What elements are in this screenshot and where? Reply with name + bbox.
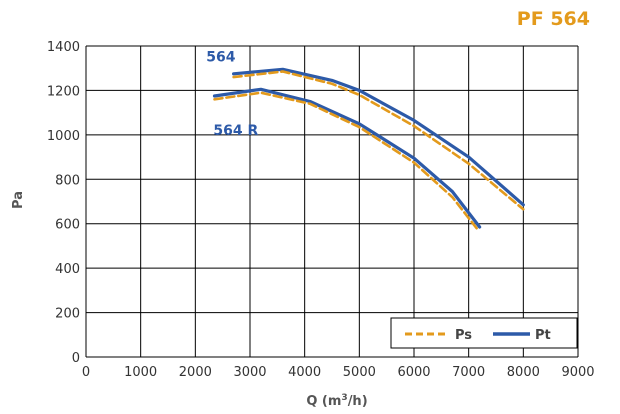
x-axis-title-sup: 3	[341, 393, 347, 403]
x-tick-label: 4000	[288, 365, 321, 380]
x-axis-title-prefix: Q (m	[306, 394, 341, 409]
x-tick-label: 2000	[179, 365, 212, 380]
series-pt-564r-line	[212, 87, 482, 229]
series-ps-564-line	[232, 70, 525, 211]
x-tick-label: 6000	[397, 365, 430, 380]
series-ps-564r-line	[213, 91, 479, 230]
x-tick-label: 1000	[124, 365, 157, 380]
y-tick-label: 800	[55, 173, 80, 188]
x-axis-title: Q (m3/h)	[306, 393, 367, 409]
y-tick-label: 200	[55, 307, 80, 322]
series-lines	[212, 67, 525, 230]
x-tick-label: 9000	[561, 365, 594, 380]
brand-title: PF 564	[517, 8, 590, 30]
model-label-564r: 564 R	[213, 123, 258, 139]
tick-labels: 0 1000 2000 3000 4000 5000 6000 7000 8000 9000 0 20…	[47, 40, 595, 380]
brand-number: 564	[550, 8, 590, 30]
y-axis-title: Pa	[11, 191, 26, 209]
legend: Ps Pt	[390, 317, 578, 349]
y-tick-label: 600	[55, 218, 80, 233]
y-tick-label: 1400	[47, 40, 80, 55]
x-tick-label: 7000	[452, 365, 485, 380]
y-tick-label: 1200	[47, 84, 80, 99]
brand-prefix: PF	[516, 8, 544, 30]
legend-ps-label: Ps	[455, 328, 472, 343]
y-tick-label: 0	[72, 351, 80, 366]
x-tick-label: 0	[82, 365, 90, 380]
grid	[85, 45, 579, 358]
series-pt-564-line	[232, 67, 525, 207]
x-tick-label: 3000	[233, 365, 266, 380]
x-tick-label: 8000	[507, 365, 540, 380]
legend-pt-label: Pt	[535, 328, 551, 343]
model-label-564: 564	[206, 50, 235, 66]
x-axis-title-suffix: /h)	[348, 394, 368, 409]
y-tick-label: 1000	[47, 129, 80, 144]
y-tick-label: 400	[55, 262, 80, 277]
x-tick-label: 5000	[343, 365, 376, 380]
annotations: 564 564 R	[206, 50, 258, 139]
